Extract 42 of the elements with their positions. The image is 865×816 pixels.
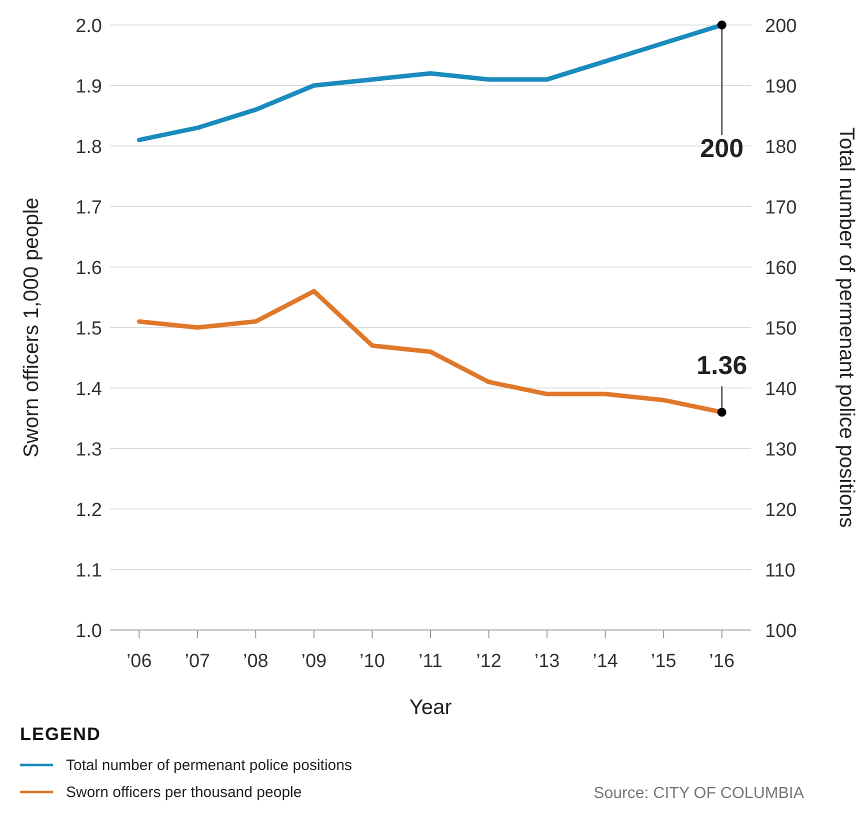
y2-tick-label: 120: [765, 500, 797, 521]
x-tick-label: ’10: [360, 651, 385, 672]
y-tick-label: 1.8: [76, 137, 102, 158]
y-tick-label: 1.5: [76, 318, 102, 340]
y-tick-label: 1.3: [76, 440, 102, 460]
y-tick-label: 1.6: [76, 258, 102, 279]
y2-tick-label: 140: [765, 379, 797, 400]
x-tick-label: ’15: [650, 651, 676, 672]
y2-tick-label: 110: [765, 560, 796, 582]
x-tick-label: ’16: [709, 651, 735, 672]
y2-tick-label: 160: [765, 258, 797, 279]
x-tick-label: ’07: [184, 651, 210, 672]
y2-tick-label: 150: [765, 318, 797, 340]
y2-tick-label: 190: [765, 76, 797, 98]
data-label: 1.36: [696, 350, 748, 380]
x-tick-label: ’11: [418, 651, 442, 672]
y2-axis-title: Total number of permenant police positions: [835, 127, 858, 528]
y2-tick-label: 100: [765, 621, 797, 642]
y-tick-label: 1.1: [76, 560, 102, 582]
data-label: 200: [700, 133, 744, 163]
y-tick-label: 1.2: [76, 500, 102, 521]
x-tick-label: ’09: [301, 651, 327, 672]
x-tick-label: ’13: [534, 651, 560, 672]
x-tick-label: ’14: [592, 651, 618, 672]
y2-tick-label: 170: [765, 198, 797, 218]
y2-tick-label: 200: [765, 16, 797, 37]
x-axis-title: Year: [409, 696, 452, 719]
y2-tick-label: 180: [765, 137, 797, 158]
x-tick-label: ’08: [243, 651, 268, 672]
y-tick-label: 1.9: [76, 76, 102, 98]
y2-tick-label: 130: [765, 440, 797, 460]
x-tick-label: ’06: [126, 651, 152, 672]
x-tick-label: ’12: [476, 651, 502, 672]
legend-title: LEGEND: [20, 724, 102, 744]
y-axis-title: Sworn officers 1,000 people: [20, 198, 43, 458]
y-tick-label: 1.7: [76, 198, 102, 218]
y-tick-label: 2.0: [76, 16, 102, 37]
legend-label: Sworn officers per thousand people: [66, 784, 302, 801]
source-note: Source: CITY OF COLUMBIA: [594, 785, 804, 802]
y-tick-label: 1.0: [76, 621, 102, 642]
y-tick-label: 1.4: [76, 379, 102, 400]
legend-label: Total number of permenant police positions: [66, 757, 352, 774]
